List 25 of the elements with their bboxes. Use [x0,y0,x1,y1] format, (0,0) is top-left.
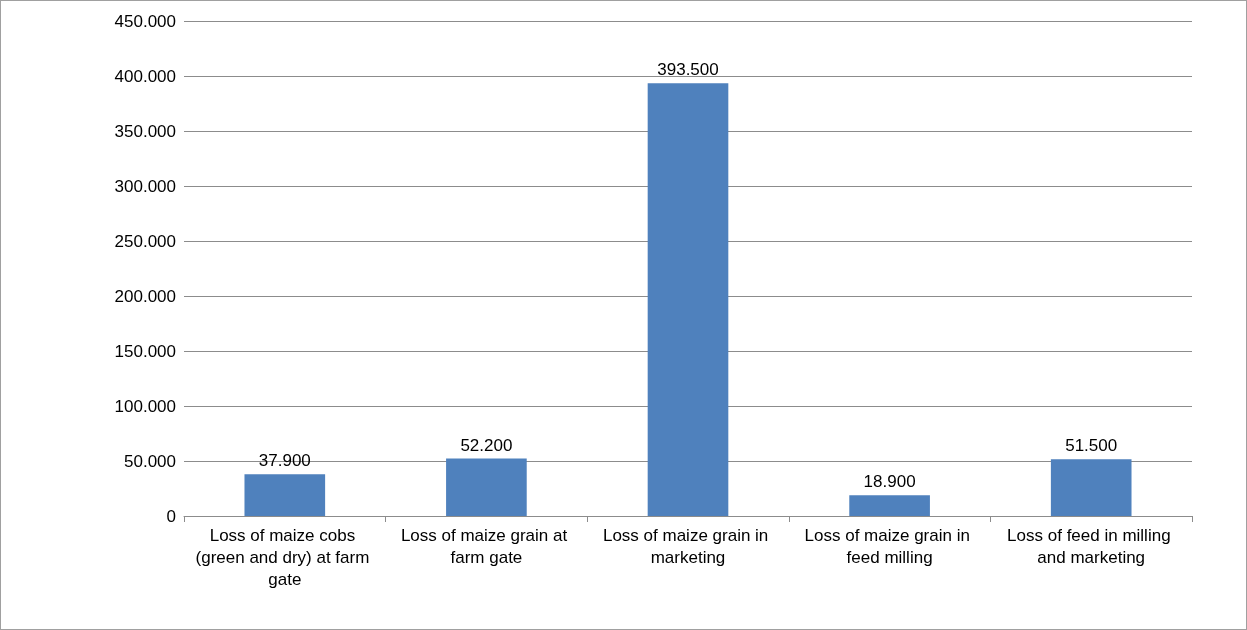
y-tick-label: 450.000 [114,11,176,31]
x-tick-label: Loss of maize grain at farm gate [400,525,572,567]
data-label: 393.500 [657,60,719,80]
y-tick-label: 200.000 [114,286,176,306]
bar [849,495,930,516]
y-tick-label: 400.000 [114,66,176,86]
x-tick-label: Loss of feed in milling and marketing [1007,525,1176,567]
y-tick-label: 300.000 [114,176,176,196]
data-label: 37.900 [258,451,311,471]
x-tick-label: Loss of maize grain in marketing [602,525,774,567]
bar [446,458,527,516]
y-tick-label: 150.000 [114,341,176,361]
bar [1050,459,1132,516]
y-tick-label: 100.000 [114,396,176,416]
data-label: 52.200 [460,435,513,455]
bar [647,83,729,516]
x-tick-label: Loss of maize cobs (green and dry) at farm gate [195,525,375,589]
y-tick-label: 0 [166,506,176,526]
y-tick-label: 50.000 [124,451,176,471]
data-label: 18.900 [863,472,916,492]
y-tick-label: 250.000 [114,231,176,251]
x-tick-label: Loss of maize grain in feed milling [804,525,975,567]
bar [244,474,326,516]
data-label: 51.500 [1065,436,1118,456]
y-tick-label: 350.000 [114,121,176,141]
